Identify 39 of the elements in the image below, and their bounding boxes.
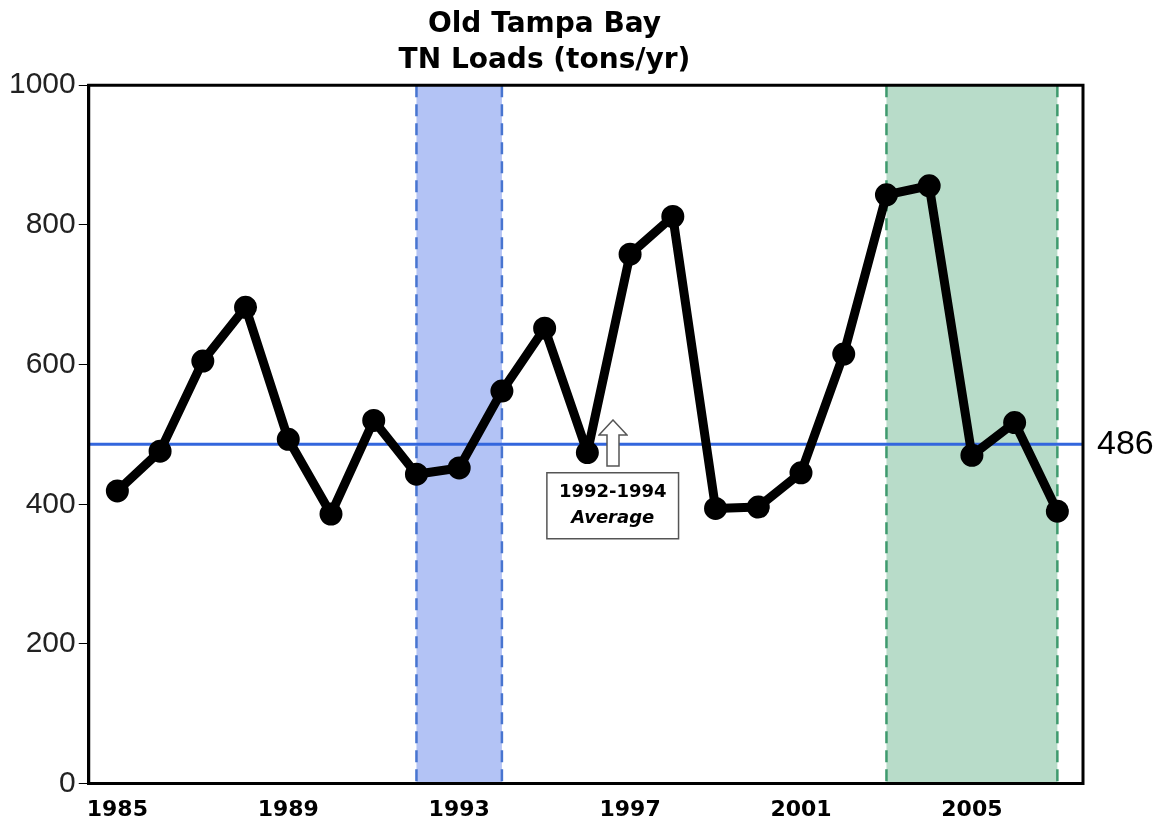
point <box>789 461 813 485</box>
chart-subtitle: TN Loads (tons/yr) <box>398 41 691 75</box>
point <box>447 456 471 480</box>
y-tick-label: 200 <box>25 625 76 659</box>
x-tick-label: 2005 <box>941 795 1003 821</box>
point <box>832 342 856 366</box>
y-tick-label: 800 <box>25 206 76 240</box>
x-tick-label: 1985 <box>86 795 148 821</box>
x-tick-label: 1989 <box>257 795 319 821</box>
point <box>191 349 215 373</box>
y-tick-label: 400 <box>25 485 76 519</box>
point <box>960 443 984 467</box>
x-tick-label: 1993 <box>428 795 490 821</box>
y-tick-label: 600 <box>25 345 76 379</box>
point <box>746 495 770 519</box>
x-tick-label: 2001 <box>770 795 832 821</box>
point <box>533 316 557 340</box>
y-tick-label: 1000 <box>8 66 76 100</box>
point <box>490 379 514 403</box>
chart-title: Old Tampa Bay <box>427 6 662 40</box>
point <box>874 183 898 207</box>
y-tick-label: 0 <box>59 764 76 798</box>
point <box>661 205 685 228</box>
ref-line-label: 486 <box>1097 422 1154 461</box>
point <box>148 439 172 463</box>
annotation: 1992-1994 Average <box>558 480 667 528</box>
x-tick-label: 1997 <box>599 795 661 821</box>
point <box>575 441 599 465</box>
point <box>234 295 258 319</box>
point <box>362 408 386 432</box>
point <box>1003 411 1027 435</box>
point <box>1045 499 1069 523</box>
point <box>105 479 129 503</box>
point <box>917 174 941 198</box>
point <box>404 462 428 486</box>
point <box>704 496 728 520</box>
point <box>276 427 300 451</box>
point <box>319 502 343 526</box>
point <box>618 242 642 266</box>
